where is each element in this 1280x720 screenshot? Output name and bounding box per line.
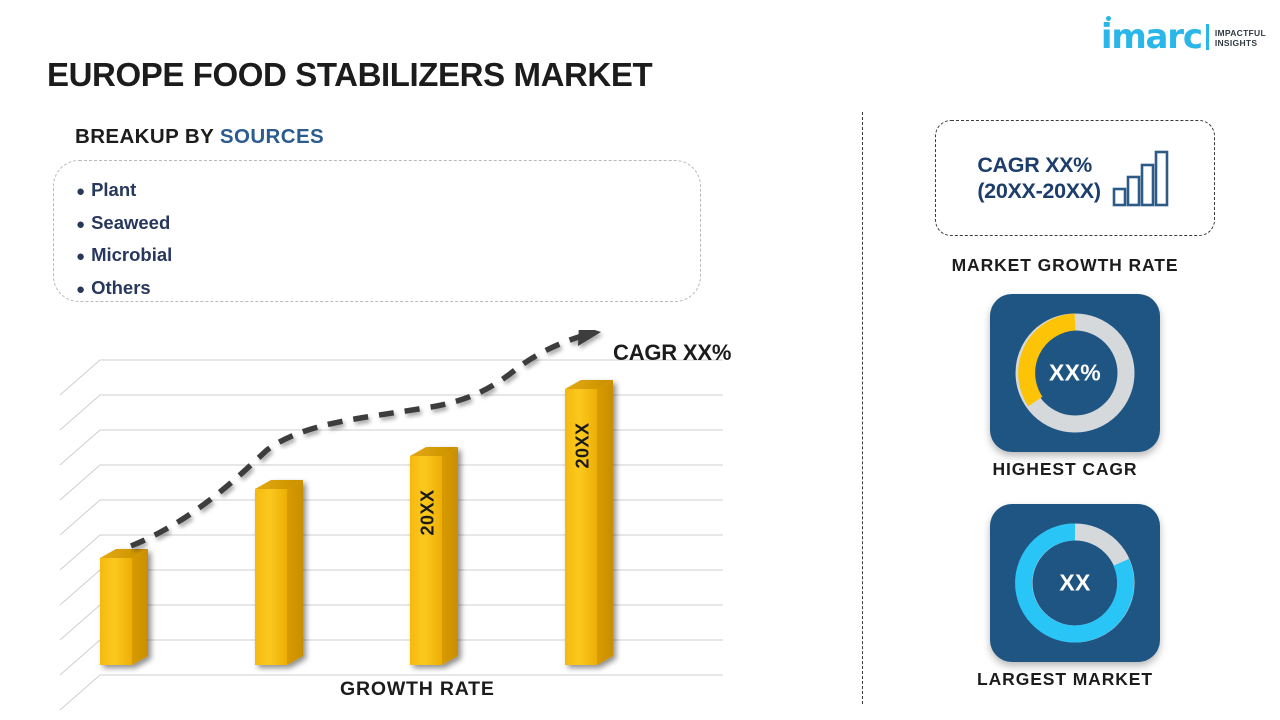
bar-1 [100, 549, 148, 665]
market-growth-rate-caption: MARKET GROWTH RATE [951, 255, 1179, 275]
source-label: Microbial [91, 244, 173, 265]
bar-label-4: 20XX [572, 422, 593, 469]
chart-gridlines [59, 359, 723, 711]
bullet-icon: ● [76, 215, 86, 233]
logo-tagline-line1: IMPACTFUL [1214, 27, 1266, 38]
largest-market-donut [1015, 523, 1135, 643]
bar-label-3: 20XX [417, 489, 438, 536]
highest-cagr-caption: HIGHEST CAGR [992, 459, 1138, 479]
bar-4 [565, 380, 613, 665]
sources-list-box: ● Plant ● Seaweed ● Microbial ● Others [53, 160, 701, 302]
logo-wordmark: imarc [1100, 17, 1203, 58]
market-growth-rate-card: CAGR XX% (20XX-20XX) [935, 120, 1215, 236]
bullet-icon: ● [76, 183, 86, 200]
trend-line [129, 330, 601, 549]
logo-divider-bar [1205, 24, 1209, 50]
cagr-card-line2: (20XX-20XX) [977, 179, 1101, 203]
largest-market-caption: LARGEST MARKET [977, 669, 1153, 689]
right-panel: CAGR XX% (20XX-20XX) MARKET GROWTH RATE … [880, 0, 1280, 720]
bullet-icon: ● [76, 248, 86, 265]
page-title: EUROPE FOOD STABILIZERS MARKET [47, 56, 653, 93]
list-item: ● Microbial [76, 240, 700, 273]
breakup-heading: BREAKUP BY SOURCES [75, 125, 324, 149]
list-item: ● Plant [76, 175, 700, 208]
cagr-card-text: CAGR XX% (20XX-20XX) [977, 152, 1101, 204]
list-item: ● Others [76, 273, 700, 306]
largest-market-card: XX [990, 504, 1160, 662]
breakup-heading-highlight: SOURCES [219, 125, 325, 148]
highest-cagr-donut [1015, 313, 1135, 433]
logo-tagline-line2: INSIGHTS [1214, 38, 1258, 49]
source-label: Seaweed [91, 211, 171, 233]
breakup-heading-prefix: BREAKUP BY [75, 125, 220, 148]
bar-3 [410, 447, 458, 665]
highest-cagr-card: XX% [990, 294, 1160, 452]
list-item: ● Seaweed [76, 208, 700, 241]
bar-2 [255, 480, 303, 665]
bullet-icon: ● [76, 280, 86, 298]
chart-canvas [59, 330, 723, 711]
vertical-divider [862, 112, 863, 704]
largest-market-value: XX [1059, 569, 1091, 596]
logo-tagline: IMPACTFUL INSIGHTS [1215, 28, 1266, 49]
bar-chart-icon [1112, 150, 1168, 207]
imarc-logo: imarc IMPACTFUL INSIGHTS [1100, 12, 1266, 58]
highest-cagr-value: XX% [1048, 359, 1102, 386]
cagr-card-line1: CAGR XX% [977, 152, 1092, 177]
cagr-annotation: CAGR XX% [613, 340, 732, 365]
trend-arrow-icon [578, 330, 601, 346]
logo-dot-icon [1105, 16, 1111, 22]
source-label: Plant [91, 179, 137, 200]
chart-xlabel: GROWTH RATE [340, 678, 495, 700]
source-label: Others [91, 276, 151, 298]
growth-rate-bar-chart: 20XX 20XX CAGR XX% GROWTH RATE [55, 330, 755, 720]
